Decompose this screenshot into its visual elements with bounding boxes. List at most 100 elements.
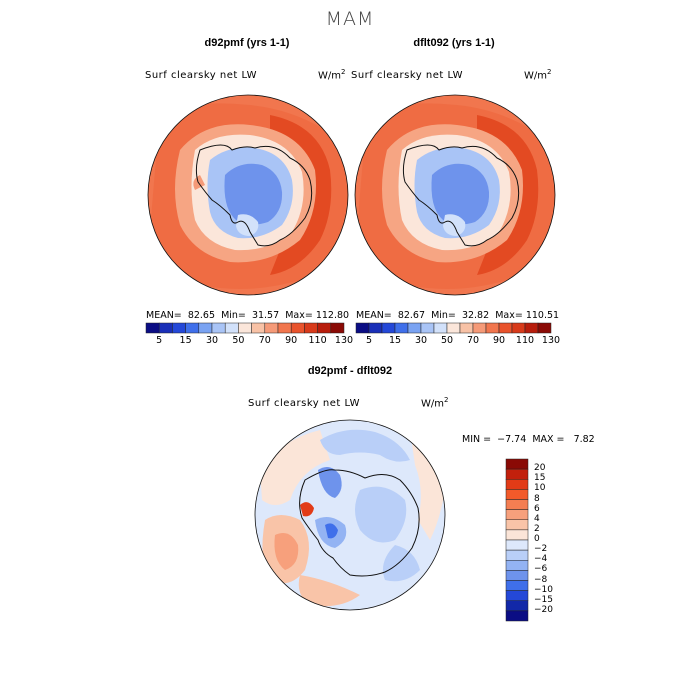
colorbar-swatch (505, 539, 529, 551)
colorbar-tick-label: 20 (534, 463, 546, 474)
colorbar-swatch (381, 322, 396, 334)
map-panel-2 (355, 95, 555, 295)
panel-2-title: dflt092 (yrs 1-1) (413, 37, 495, 49)
colorbar-tick-label: 15 (179, 335, 192, 346)
colorbar-swatch (505, 468, 529, 480)
colorbar-tick-label: 4 (534, 513, 540, 524)
colorbar-swatch (433, 322, 448, 334)
colorbar-swatch (459, 322, 474, 334)
map-panel-1 (148, 95, 348, 295)
panel-2-units: W/m2 (524, 68, 552, 82)
colorbar-tick-label: 110 (308, 335, 327, 346)
panel-3-units: W/m2 (421, 396, 449, 410)
panel-1-field-label: Surf clearsky net LW (145, 70, 258, 81)
panel-3-title: d92pmf - dflt092 (307, 365, 393, 377)
colorbar-tick-label: −2 (534, 544, 548, 555)
colorbar-tick-label: 2 (534, 523, 540, 534)
colorbar-swatch (537, 322, 552, 334)
colorbar-swatch (355, 322, 370, 334)
panel-3-field-label: Surf clearsky net LW (248, 398, 361, 409)
colorbar-swatch (505, 590, 529, 601)
colorbar-tick-label: 130 (334, 335, 354, 346)
colorbar-swatch (505, 549, 529, 561)
colorbar-swatch (505, 560, 529, 571)
colorbar-swatch (505, 519, 529, 531)
colorbar-swatch (485, 322, 500, 334)
colorbar-tick-label: 10 (534, 483, 546, 494)
colorbar-swatch (524, 322, 539, 334)
map-panel-2-border (354, 94, 556, 296)
colorbar-swatch (158, 322, 173, 334)
colorbar-tick-label: 5 (156, 335, 163, 346)
map-panel-3-border (254, 419, 446, 611)
colorbar-swatch (505, 580, 529, 591)
colorbar-swatch (330, 322, 345, 334)
colorbar-swatch (420, 322, 435, 334)
colorbar-tick-label: 30 (205, 335, 219, 346)
colorbar-swatch (505, 610, 529, 622)
colorbar-swatch (505, 499, 529, 510)
colorbar-swatch (505, 458, 529, 470)
colorbar-swatch (290, 322, 305, 334)
colorbar-tick-label: 0 (534, 534, 540, 544)
figure-title: MAM (325, 8, 375, 30)
panel-3-stats: MIN = −7.74 MAX = 7.82 (462, 434, 595, 445)
colorbar-swatch (505, 529, 529, 541)
colorbar-tick-label: −10 (534, 584, 553, 595)
colorbar-swatch (172, 322, 186, 334)
colorbar-tick-label: 90 (492, 335, 506, 346)
panel-2-stats: MEAN= 82.67 Min= 32.82 Max= 110.51 (356, 310, 560, 321)
colorbar-tick-label: −4 (534, 554, 548, 565)
colorbar-swatch (264, 322, 279, 334)
panel-1-units: W/m2 (318, 68, 346, 82)
colorbar-swatch (505, 489, 529, 500)
colorbar-swatch (505, 509, 529, 520)
colorbar-swatch (505, 570, 529, 581)
colorbar-tick-label: 50 (440, 335, 454, 346)
colorbar-tick-label: −15 (534, 594, 553, 605)
panel-2-field-label: Surf clearsky net LW (351, 70, 464, 81)
colorbar-panel-2 (355, 322, 552, 334)
colorbar-swatch (498, 322, 513, 334)
panel-1-title: d92pmf (yrs 1-1) (204, 37, 290, 49)
colorbar-swatch (394, 322, 409, 334)
colorbar-difference (505, 458, 529, 622)
colorbar-swatch (407, 322, 422, 334)
colorbar-swatch (145, 322, 160, 334)
colorbar-swatch (446, 322, 461, 334)
colorbar-tick-label: 15 (534, 473, 546, 484)
colorbar-swatch (317, 322, 332, 334)
colorbar-tick-label: 6 (534, 503, 540, 514)
colorbar-tick-label: 50 (232, 335, 245, 346)
colorbar-tick-label: −6 (534, 564, 548, 575)
colorbar-swatch (224, 322, 239, 334)
colorbar-tick-label: 5 (365, 335, 373, 346)
colorbar-tick-label: 8 (534, 493, 540, 504)
colorbar-swatch (277, 322, 292, 334)
colorbar-swatch (505, 479, 529, 490)
colorbar-tick-label: 70 (466, 335, 480, 346)
colorbar-swatch (472, 322, 487, 334)
panel-1-stats: MEAN= 82.65 Min= 31.57 Max= 112.80 (146, 310, 350, 321)
colorbar-tick-label: 110 (515, 335, 535, 346)
colorbar-swatch (211, 322, 226, 334)
colorbar-panel-1 (145, 322, 345, 334)
colorbar-swatch (185, 322, 200, 334)
colorbar-tick-label: −8 (534, 574, 548, 585)
colorbar-swatch (251, 322, 266, 334)
colorbar-tick-label: 90 (285, 335, 298, 346)
colorbar-tick-label: 15 (388, 335, 402, 346)
colorbar-swatch (304, 322, 318, 334)
colorbar-tick-label: 70 (258, 335, 271, 346)
colorbar-tick-label: 30 (414, 335, 428, 346)
colorbar-swatch (368, 322, 383, 334)
colorbar-tick-label: −20 (534, 604, 553, 615)
map-panel-1-border (147, 94, 349, 296)
colorbar-swatch (505, 600, 529, 612)
colorbar-swatch (238, 322, 252, 334)
map-panel-3 (255, 420, 445, 610)
colorbar-tick-label: 130 (541, 335, 561, 346)
colorbar-swatch (511, 322, 526, 334)
